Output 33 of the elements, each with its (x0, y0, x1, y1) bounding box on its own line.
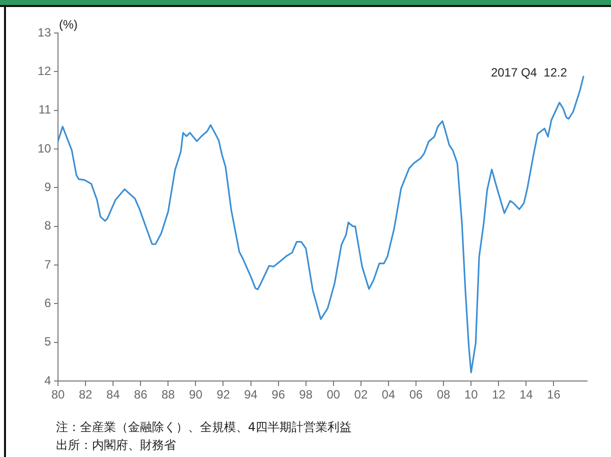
x-tick-label: 96 (272, 387, 286, 402)
text: 注：全産業（金融除く）、全規模、4四半期計営業利益 (56, 420, 352, 434)
x-tick-label: 86 (134, 387, 148, 402)
x-tick-label: 02 (354, 387, 368, 402)
x-tick-label: 94 (244, 387, 258, 402)
y-tick-label: 13 (38, 25, 52, 40)
y-tick-label: 12 (38, 64, 52, 78)
x-tick-label: 84 (106, 387, 120, 402)
text: 出所：内閣府、財務省 (56, 438, 176, 452)
x-tick-label: 98 (299, 387, 313, 402)
x-tick-label: 04 (382, 387, 396, 402)
x-tick-label: 12 (492, 387, 506, 402)
y-tick-label: 7 (44, 257, 52, 272)
x-tick-label: 14 (520, 387, 534, 402)
x-tick-label: 08 (436, 387, 451, 402)
x-tick-label: 90 (189, 387, 203, 402)
y-tick-label: 10 (38, 141, 52, 156)
x-tick-label: 16 (547, 387, 561, 402)
x-tick-label: 80 (51, 387, 65, 402)
y-tick-label: 8 (44, 218, 52, 233)
y-tick-label: 4 (44, 373, 52, 388)
x-tick-label: 88 (161, 387, 176, 402)
annotation: 2017 Q4 12.2 (490, 65, 568, 80)
x-tick-label: 06 (409, 387, 424, 402)
y-axis-title: (%) (59, 17, 78, 32)
y-tick-label: 11 (38, 102, 52, 117)
y-tick-label: 5 (44, 334, 52, 349)
y-tick-label: 6 (44, 296, 52, 310)
x-tick-label: 00 (326, 387, 340, 402)
y-tick-label: 9 (44, 180, 52, 194)
x-tick-label: 92 (216, 387, 230, 402)
x-tick-label: 82 (78, 387, 93, 402)
x-tick-label: 10 (464, 387, 478, 402)
